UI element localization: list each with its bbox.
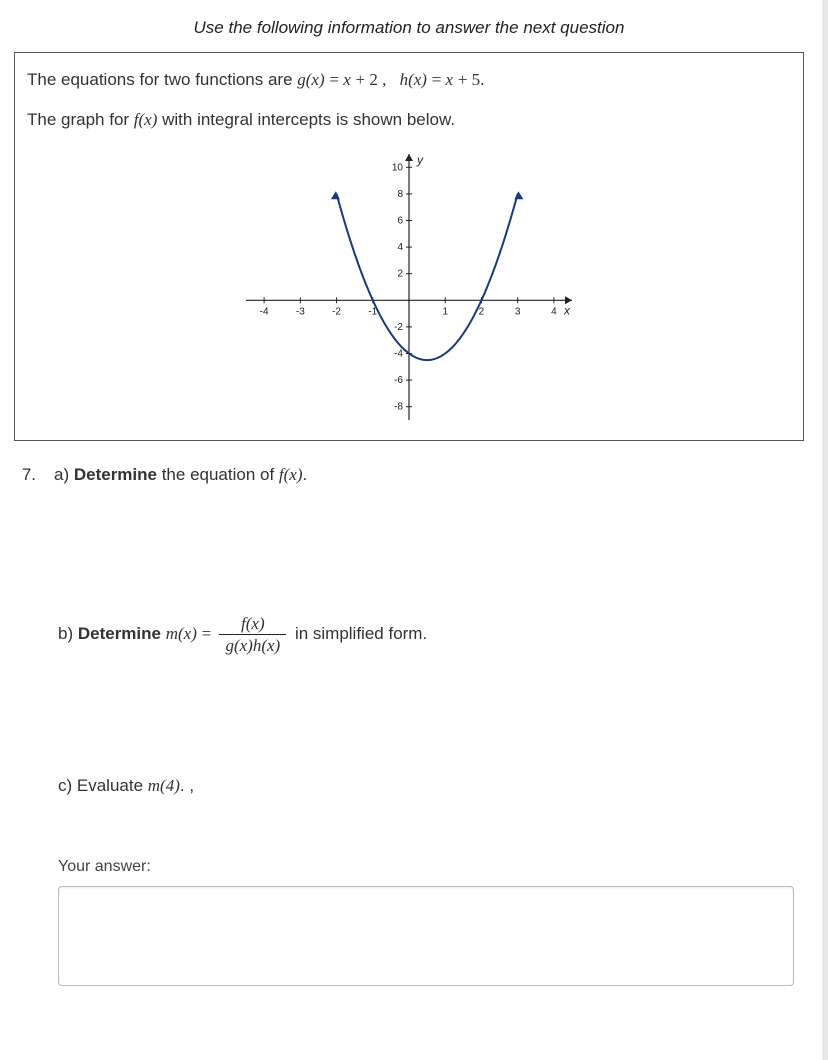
svg-text:8: 8 (397, 189, 403, 200)
question-7c: c) Evaluate m(4). , (58, 774, 804, 798)
svg-text:-4: -4 (394, 349, 403, 360)
q7c-end: . , (180, 776, 194, 795)
h-expression: h(x) (400, 70, 427, 89)
svg-text:-4: -4 (260, 306, 269, 317)
question-7b: b) Determine m(x) = f(x) g(x)h(x) in sim… (58, 615, 804, 654)
parabola-graph: yx-4-3-2-11234-8-6-4-2246810 (244, 152, 574, 422)
q7a-target: f(x) (279, 465, 303, 484)
q7b-lhs: m(x) (166, 624, 197, 643)
q7b-suffix: in simplified form. (295, 624, 427, 643)
info-line-1: The equations for two functions are g(x)… (27, 67, 791, 93)
q7a-suffix: the equation of (157, 465, 279, 484)
question-7a-row: 7. a) Determine the equation of f(x). (14, 465, 804, 485)
svg-text:-2: -2 (332, 306, 341, 317)
question-number: 7. (14, 465, 36, 485)
g-plus: + 2 , (356, 70, 395, 89)
svg-text:-6: -6 (394, 375, 403, 386)
svg-text:-2: -2 (394, 322, 403, 333)
h-rhs: x (446, 70, 454, 89)
q7c-prefix: c) Evaluate (58, 776, 148, 795)
f-name: f(x) (134, 110, 158, 129)
h-plus: + 5. (458, 70, 485, 89)
eq2: = (432, 70, 446, 89)
q7b-num: f(x) (219, 615, 286, 635)
svg-text:1: 1 (442, 306, 448, 317)
svg-text:6: 6 (397, 216, 403, 227)
svg-text:-8: -8 (394, 402, 403, 413)
svg-text:3: 3 (515, 306, 521, 317)
info-line1-prefix: The equations for two functions are (27, 70, 297, 89)
q7b-prefix: b) (58, 624, 78, 643)
info-line-2: The graph for f(x) with integral interce… (27, 107, 791, 133)
svg-text:2: 2 (397, 269, 403, 280)
q7b-fraction: f(x) g(x)h(x) (219, 615, 286, 654)
q7b-eq: = (202, 624, 216, 643)
svg-text:4: 4 (551, 306, 557, 317)
answer-label: Your answer: (58, 858, 804, 876)
g-expression: g(x) (297, 70, 324, 89)
q7b-den: g(x)h(x) (219, 635, 286, 654)
q7b-bold: Determine (78, 624, 166, 643)
answer-input[interactable] (58, 886, 794, 986)
svg-text:10: 10 (392, 162, 404, 173)
page: Use the following information to answer … (0, 0, 828, 1060)
graph-container: yx-4-3-2-11234-8-6-4-2246810 (27, 146, 791, 422)
svg-text:x: x (563, 303, 571, 317)
question-7a-text: a) Determine the equation of f(x). (54, 465, 307, 485)
instruction-text: Use the following information to answer … (14, 18, 804, 38)
q7c-target: m(4) (148, 776, 180, 795)
svg-text:y: y (416, 153, 424, 167)
info-line2-prefix: The graph for (27, 110, 134, 129)
svg-text:2: 2 (479, 306, 485, 317)
info-line2-suffix: with integral intercepts is shown below. (162, 110, 455, 129)
svg-text:-3: -3 (296, 306, 305, 317)
info-box: The equations for two functions are g(x)… (14, 52, 804, 441)
g-rhs: x (343, 70, 351, 89)
eq1: = (329, 70, 343, 89)
q7a-end: . (303, 465, 308, 484)
q7a-prefix: a) (54, 465, 74, 484)
q7a-bold: Determine (74, 465, 157, 484)
svg-text:4: 4 (397, 242, 403, 253)
